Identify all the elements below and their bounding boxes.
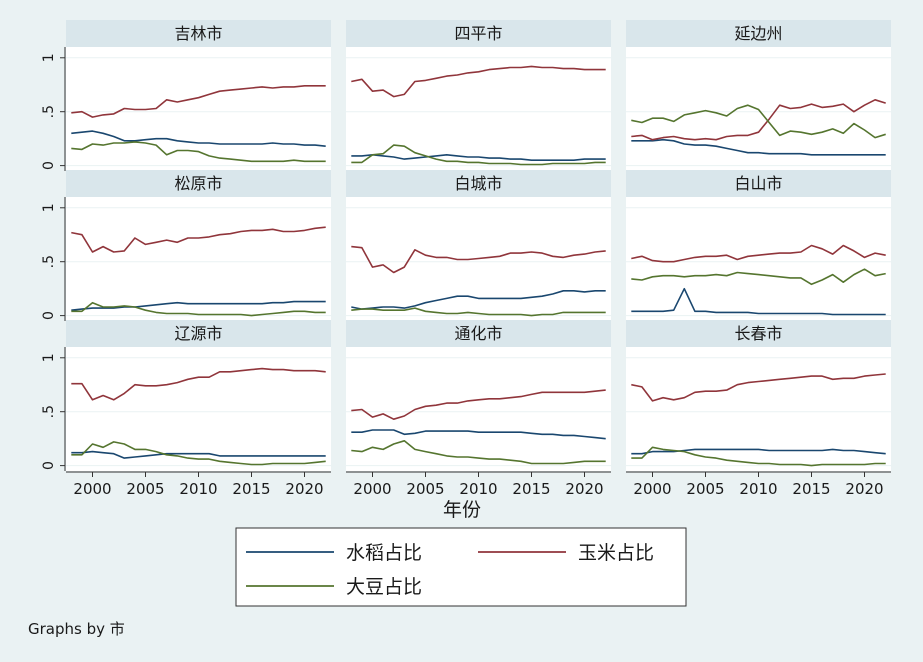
legend-label: 大豆占比 xyxy=(346,576,422,598)
series-line-rice xyxy=(71,300,326,311)
panel-title: 延边州 xyxy=(734,24,782,43)
panel-3: 延边州 xyxy=(626,20,891,171)
panel-title: 通化市 xyxy=(454,324,502,343)
series-line-corn xyxy=(71,226,326,253)
panel-8: 通化市 2000 2005 2010 2015 2020 xyxy=(346,320,611,498)
series-line-soybean xyxy=(631,446,886,467)
series-line-corn xyxy=(351,245,606,274)
y-tick-label: 0 xyxy=(41,161,57,170)
series-line-rice xyxy=(631,448,886,455)
series-line-soybean xyxy=(71,141,326,163)
series-line-rice xyxy=(351,154,606,161)
series-line-soybean xyxy=(631,104,886,139)
x-tick-label: 2005 xyxy=(686,480,724,498)
panel-title: 白城市 xyxy=(454,174,502,193)
plot-area xyxy=(66,347,331,471)
x-tick-label: 2000 xyxy=(353,480,391,498)
panel-1: 吉林市 0 .5 1 xyxy=(41,20,331,171)
series-line-corn xyxy=(631,99,886,141)
y-tick-label: 0 xyxy=(41,311,57,320)
panel-strip xyxy=(66,170,331,197)
x-tick-label: 2015 xyxy=(232,480,270,498)
panel-strip xyxy=(66,320,331,347)
series-line-rice xyxy=(351,290,606,310)
panel-strip xyxy=(346,320,611,347)
legend-box xyxy=(235,527,687,607)
series-line-corn xyxy=(71,367,326,401)
y-tick-label: 1 xyxy=(41,53,57,62)
plot-area xyxy=(626,197,891,321)
series-line-soybean xyxy=(71,301,326,317)
x-tick-label: 2000 xyxy=(73,480,111,498)
y-tick-label: 1 xyxy=(41,203,57,212)
panel-9: 长春市 2000 2005 2010 2015 2020 xyxy=(626,320,891,498)
x-axis-title: 年份 xyxy=(443,499,481,521)
panel-strip xyxy=(346,20,611,47)
series-line-soybean xyxy=(351,307,606,317)
panel-4: 松原市 0 .5 1 xyxy=(41,170,331,321)
x-tick-label: 2000 xyxy=(633,480,671,498)
panel-strip xyxy=(626,320,891,347)
series-line-rice xyxy=(71,450,326,459)
x-tick-label: 2010 xyxy=(459,480,497,498)
series-line-corn xyxy=(631,244,886,263)
x-tick-label: 2010 xyxy=(179,480,217,498)
x-axis-title-group: 年份 xyxy=(443,499,481,521)
legend-label: 水稻占比 xyxy=(346,542,422,564)
x-tick-label: 2010 xyxy=(739,480,777,498)
plot-area xyxy=(346,47,611,171)
series-line-soybean xyxy=(351,440,606,465)
plot-area xyxy=(66,197,331,321)
panel-strip xyxy=(626,170,891,197)
panel-title: 辽源市 xyxy=(174,324,222,343)
panel-title: 四平市 xyxy=(454,24,502,43)
series-line-corn xyxy=(351,389,606,420)
x-tick-label: 2015 xyxy=(792,480,830,498)
series-line-corn xyxy=(631,373,886,402)
series-line-rice xyxy=(631,287,886,316)
x-tick-label: 2015 xyxy=(512,480,550,498)
series-line-rice xyxy=(631,138,886,156)
series-line-soybean xyxy=(631,268,886,286)
series-line-corn xyxy=(351,65,606,98)
series-line-soybean xyxy=(71,441,326,466)
x-tick-label: 2020 xyxy=(845,480,883,498)
plot-area xyxy=(346,347,611,471)
y-tick-label: .5 xyxy=(41,255,57,268)
series-line-rice xyxy=(71,130,326,147)
graphs-by-note: Graphs by 市 xyxy=(28,620,125,638)
panel-6: 白山市 xyxy=(626,170,891,321)
plot-area xyxy=(66,47,331,171)
panel-strip xyxy=(346,170,611,197)
series-line-soybean xyxy=(351,144,606,166)
series-line-rice xyxy=(351,429,606,440)
panel-title: 长春市 xyxy=(734,324,782,343)
panel-7: 辽源市 0 .5 1 2000 2005 2010 2015 2020 xyxy=(41,320,331,498)
panel-strip xyxy=(626,20,891,47)
x-tick-label: 2020 xyxy=(565,480,603,498)
panel-title: 白山市 xyxy=(734,174,782,193)
series-line-corn xyxy=(71,85,326,118)
panel-title: 吉林市 xyxy=(174,24,222,43)
y-tick-label: 0 xyxy=(41,461,57,470)
panel-2: 四平市 xyxy=(346,20,611,171)
panel-title: 松原市 xyxy=(174,174,222,193)
x-tick-label: 2005 xyxy=(406,480,444,498)
panel-strip xyxy=(66,20,331,47)
x-tick-label: 2005 xyxy=(126,480,164,498)
y-tick-label: .5 xyxy=(41,105,57,118)
y-tick-label: 1 xyxy=(41,353,57,362)
legend-label: 玉米占比 xyxy=(578,542,654,564)
y-tick-label: .5 xyxy=(41,405,57,418)
panel-5: 白城市 xyxy=(346,170,611,321)
x-tick-label: 2020 xyxy=(285,480,323,498)
